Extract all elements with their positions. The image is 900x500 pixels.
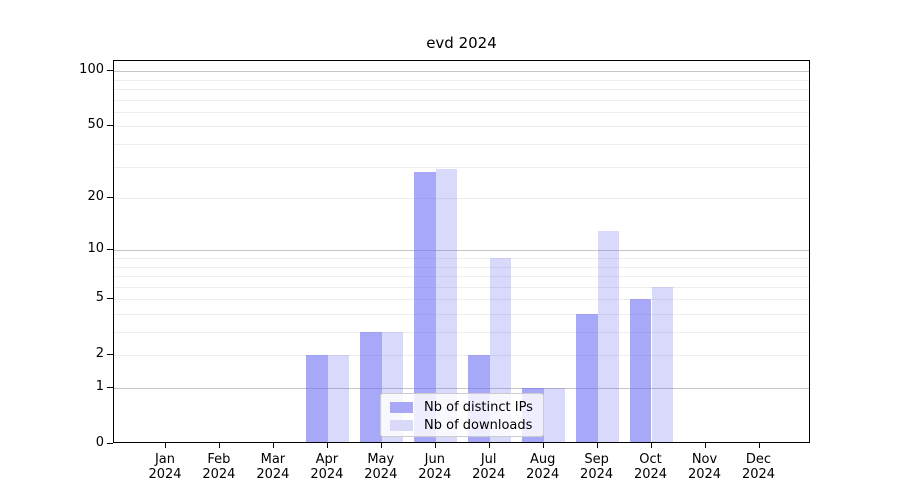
bar-distinct-ips-apr — [306, 355, 328, 442]
gridline-minor — [114, 79, 809, 81]
y-axis-tick-mark — [107, 249, 113, 251]
y-axis-tick-label: 100 — [79, 62, 104, 78]
x-axis-tick-label-oct: Oct 2024 — [633, 452, 668, 482]
x-axis-tick-label-feb: Feb 2024 — [202, 452, 236, 482]
gridline-minor — [114, 266, 809, 268]
y-axis-tick-mark — [107, 298, 113, 300]
legend-label-downloads: Nb of downloads — [424, 417, 533, 433]
x-axis-tick-mark — [488, 443, 490, 448]
x-axis-tick-label-nov: Nov 2024 — [687, 452, 722, 482]
bar-distinct-ips-may — [360, 332, 382, 442]
x-axis-tick-mark — [704, 443, 706, 448]
bar-downloads-sep — [597, 230, 620, 442]
gridline-minor — [114, 126, 809, 128]
x-axis-tick-mark — [380, 443, 382, 448]
y-axis-tick-mark — [107, 354, 113, 356]
y-axis-tick-mark — [107, 197, 113, 199]
y-axis-tick-label: 10 — [87, 241, 104, 257]
y-axis-tick-label: 50 — [87, 117, 104, 133]
y-axis-tick-mark — [107, 125, 113, 127]
legend-swatch-downloads — [390, 420, 413, 431]
gridline-major — [114, 250, 809, 252]
gridline-minor — [114, 355, 809, 357]
x-axis-tick-mark — [434, 443, 436, 448]
x-axis-tick-label-aug: Aug 2024 — [526, 452, 560, 482]
x-axis-tick-mark — [542, 443, 544, 448]
legend-label-distinct-ips: Nb of distinct IPs — [424, 399, 533, 415]
x-axis-tick-label-dec: Dec 2024 — [741, 452, 776, 482]
legend-entry-distinct-ips: Nb of distinct IPs — [390, 399, 535, 416]
gridline-minor — [114, 276, 809, 277]
x-axis-tick-label-jul: Jul 2024 — [472, 452, 506, 482]
gridline-minor — [114, 111, 809, 113]
gridline-minor — [114, 89, 809, 90]
gridline-minor — [114, 144, 809, 145]
x-axis-tick-mark — [165, 443, 166, 448]
y-axis-tick-label: 0 — [95, 435, 104, 450]
bar-downloads-aug — [543, 388, 566, 442]
x-axis-tick-mark — [596, 443, 598, 448]
bar-distinct-ips-oct — [629, 299, 652, 442]
gridline-major — [114, 388, 809, 389]
x-axis-tick-label-jun: Jun 2024 — [418, 452, 452, 482]
x-axis-tick-label-jan: Jan 2024 — [148, 452, 182, 482]
y-axis-tick-label: 1 — [95, 379, 104, 394]
x-axis-tick-mark — [326, 443, 328, 448]
x-axis-tick-mark — [218, 443, 220, 448]
gridline-minor — [114, 198, 809, 200]
legend-entry-downloads: Nb of downloads — [390, 417, 535, 434]
y-axis-tick-mark — [107, 70, 113, 72]
legend-swatch-distinct-ips — [390, 402, 413, 413]
bar-downloads-oct — [651, 286, 674, 442]
y-axis-tick-mark — [107, 443, 113, 444]
x-axis-tick-label-apr: Apr 2024 — [310, 452, 344, 482]
gridline-minor — [114, 286, 809, 288]
bar-downloads-jun — [435, 169, 458, 442]
bar-distinct-ips-sep — [576, 314, 598, 442]
x-axis-tick-label-may: May 2024 — [364, 452, 398, 482]
gridline-minor — [114, 166, 809, 168]
gridline-major — [114, 71, 809, 73]
gridline-minor — [114, 299, 809, 301]
y-axis-tick-label: 2 — [95, 346, 104, 362]
gridline-minor — [114, 314, 809, 315]
chart-title: evd 2024 — [426, 34, 497, 52]
y-axis-tick-label: 5 — [95, 290, 104, 306]
bar-distinct-ips-jun — [414, 172, 436, 442]
x-axis-tick-mark — [650, 443, 652, 448]
gridline-minor — [114, 99, 809, 101]
bar-downloads-apr — [327, 355, 350, 442]
y-axis-tick-mark — [107, 387, 113, 388]
x-axis-tick-mark — [758, 443, 760, 448]
gridline-minor — [114, 332, 809, 333]
x-axis-tick-label-mar: Mar 2024 — [256, 452, 290, 482]
legend: Nb of distinct IPs Nb of downloads — [380, 393, 544, 437]
x-axis-tick-label-sep: Sep 2024 — [580, 452, 614, 482]
y-axis-tick-label: 20 — [87, 189, 104, 205]
gridline-minor — [114, 258, 809, 259]
x-axis-tick-mark — [272, 443, 274, 448]
plot-area: Nb of distinct IPs Nb of downloads — [113, 60, 810, 443]
